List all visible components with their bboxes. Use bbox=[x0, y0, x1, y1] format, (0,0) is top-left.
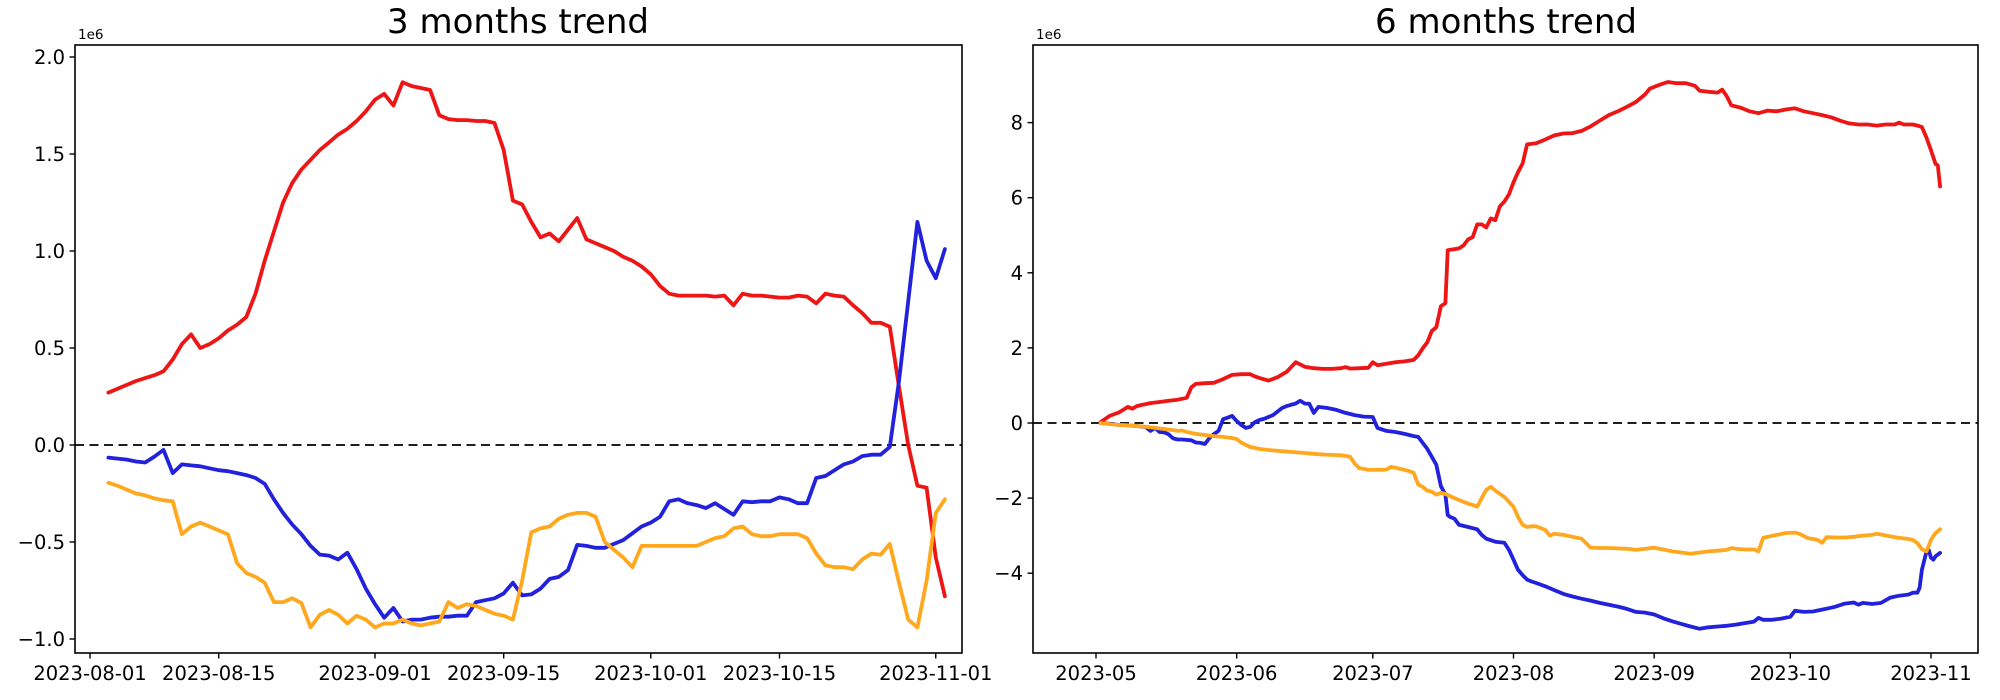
x-axis-tick-label: 2023-09 bbox=[1613, 662, 1694, 685]
x-axis-tick-label: 2023-08-01 bbox=[33, 662, 146, 685]
x-axis-tick-label: 2023-11 bbox=[1890, 662, 1971, 685]
y-axis-tick-label: −0.5 bbox=[18, 531, 65, 554]
y-axis-tick-label: 0.0 bbox=[34, 434, 65, 457]
x-axis-tick-label: 2023-11-01 bbox=[879, 662, 992, 685]
x-axis-tick-label: 2023-05 bbox=[1055, 662, 1136, 685]
right-chart-title: 6 months trend bbox=[1375, 2, 1637, 42]
series-blue-line bbox=[1098, 398, 1942, 631]
y-axis-tick-label: −2 bbox=[994, 487, 1023, 510]
series-red-line bbox=[106, 80, 947, 599]
y-axis-tick-label: 1.0 bbox=[34, 240, 65, 263]
x-axis-tick-label: 2023-09-01 bbox=[318, 662, 431, 685]
y-axis-offset-label: 1e6 bbox=[1036, 27, 1061, 43]
x-axis-tick-label: 2023-10 bbox=[1750, 662, 1831, 685]
axes-frame bbox=[74, 44, 963, 654]
series-orange-line bbox=[1098, 421, 1942, 556]
y-axis-tick-label: 0.5 bbox=[34, 337, 65, 360]
x-axis-tick-label: 2023-09-15 bbox=[447, 662, 560, 685]
y-axis-tick-label: 6 bbox=[1011, 187, 1023, 210]
y-axis-tick-label: 0 bbox=[1011, 412, 1023, 435]
left-chart: 2023-08-01 2023-08-15 2023-09-01 2023-09-15… bbox=[18, 27, 993, 685]
left-chart-title: 3 months trend bbox=[387, 2, 649, 42]
x-axis-tick-label: 2023-10-15 bbox=[723, 662, 836, 685]
y-axis-tick-label: 2 bbox=[1011, 337, 1023, 360]
y-axis-tick-label: 8 bbox=[1011, 112, 1023, 135]
y-axis-tick-label: 2.0 bbox=[34, 46, 65, 69]
x-axis-tick-label: 2023-08-15 bbox=[162, 662, 275, 685]
series-blue-line bbox=[106, 219, 947, 624]
x-axis-tick-label: 2023-07 bbox=[1332, 662, 1413, 685]
y-axis-tick-label: −4 bbox=[994, 562, 1023, 585]
axes-frame bbox=[1032, 44, 1979, 654]
y-axis-tick-label: 4 bbox=[1011, 262, 1023, 285]
x-axis-tick-label: 2023-10-01 bbox=[594, 662, 707, 685]
y-axis-offset-label: 1e6 bbox=[78, 27, 103, 43]
series-orange-line bbox=[106, 480, 947, 630]
series-red-line bbox=[1098, 80, 1942, 425]
y-axis-tick-label: 1.5 bbox=[34, 143, 65, 166]
x-axis-tick-label: 2023-06 bbox=[1196, 662, 1277, 685]
x-axis-tick-label: 2023-08 bbox=[1473, 662, 1554, 685]
y-axis-tick-label: −1.0 bbox=[18, 628, 65, 651]
right-chart: 2023-05 2023-06 2023-07 2023-08 2023-09 2023-… bbox=[994, 27, 1979, 685]
